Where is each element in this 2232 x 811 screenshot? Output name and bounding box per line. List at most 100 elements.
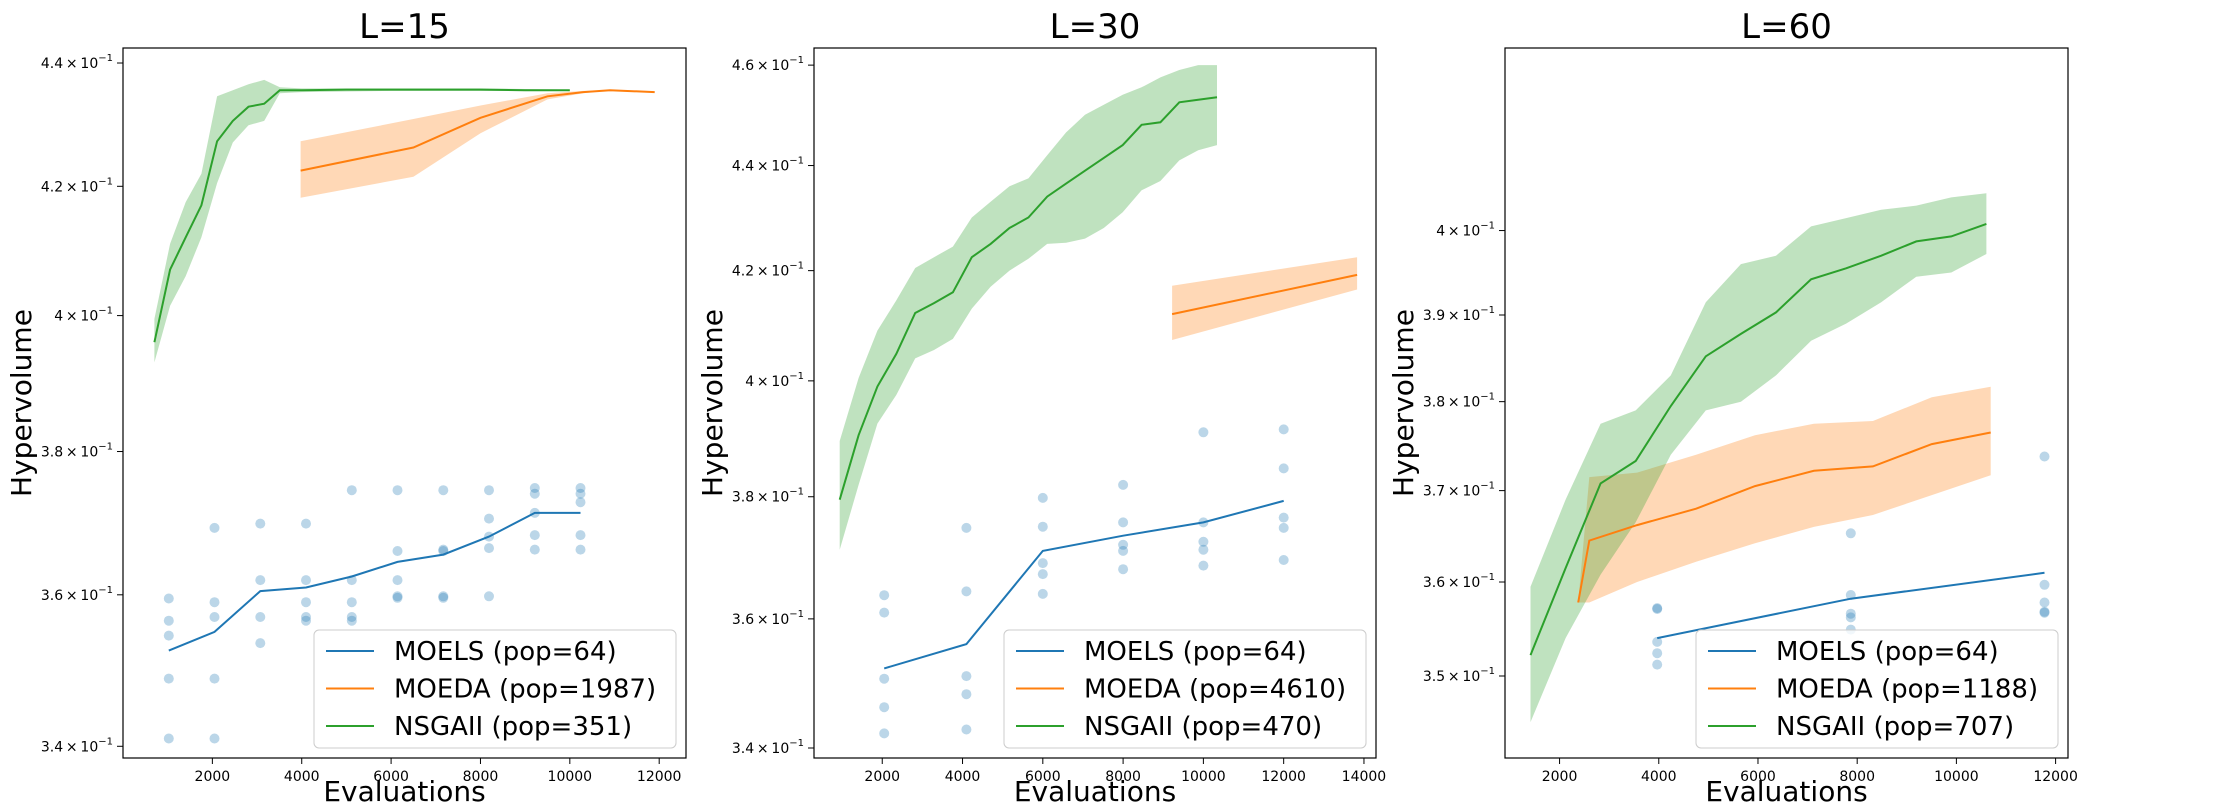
y-tick-label-mantissa: 3.6 × 10 (41, 588, 98, 604)
data-point (255, 518, 266, 529)
data-point (301, 575, 311, 586)
y-tick-label-mantissa: 3.7 × 10 (1423, 484, 1480, 500)
series-line-3 (838, 96, 1218, 500)
data-point (346, 612, 357, 622)
legend-label: MOELS (pop=64) (1776, 637, 1999, 667)
series-line-1 (1657, 571, 2045, 640)
legend: MOELS (pop=64) MOEDA (pop=4610) NSGAII (po… (1003, 629, 1367, 749)
y-tick-label: 3.5 × 10−1 (1423, 666, 1495, 685)
data-point (879, 702, 890, 713)
x-tick-label: 4000 (1641, 769, 1677, 785)
y-tick-label: 3.6 × 10−1 (41, 585, 113, 604)
data-point (2039, 579, 2050, 590)
y-tick-label: 3.8 × 10−1 (732, 487, 804, 506)
data-point (1118, 545, 1129, 556)
data-point (1845, 608, 1856, 619)
data-point (1037, 558, 1048, 569)
legend-label: MOEDA (pop=1987) (394, 675, 656, 705)
data-point (1037, 588, 1048, 599)
data-point (879, 728, 890, 739)
data-point (1845, 612, 1856, 623)
data-point (2039, 451, 2050, 462)
confidence-band-3 (839, 65, 1217, 550)
data-point (484, 543, 494, 554)
y-tick-label-mantissa: 3.9 × 10 (1423, 308, 1480, 324)
x-axis-label: Evaluations (323, 775, 485, 808)
y-tick-label: 4.4 × 10−1 (41, 53, 113, 72)
data-point (1118, 539, 1129, 550)
x-tick-label: 2000 (1542, 769, 1578, 785)
confidence-band-2 (1172, 257, 1358, 340)
x-tick-label: 12000 (1261, 769, 1306, 785)
axes-frame (122, 47, 687, 759)
y-tick-label-exponent: −1 (1480, 666, 1495, 677)
data-point (961, 689, 972, 700)
y-tick-label-exponent: −1 (98, 585, 113, 596)
y-tick-label: 3.6 × 10−1 (1423, 572, 1495, 591)
data-point (438, 544, 449, 555)
data-point (1198, 427, 1209, 438)
data-point (575, 488, 586, 499)
y-tick-label: 4 × 10−1 (54, 306, 113, 325)
legend-label: MOEDA (pop=4610) (1084, 675, 1346, 705)
series-line-2 (1171, 273, 1358, 316)
x-tick-label: 10000 (548, 769, 593, 785)
y-tick-label: 4.4 × 10−1 (732, 156, 804, 175)
y-tick-label-exponent: −1 (789, 156, 804, 167)
x-tick-label: 12000 (2033, 769, 2078, 785)
data-point (484, 513, 494, 524)
data-point (879, 590, 890, 601)
x-tick-label: 6000 (1740, 769, 1776, 785)
data-point (209, 597, 220, 608)
data-point (392, 592, 403, 603)
legend-box (1695, 629, 2059, 749)
legend-label: MOELS (pop=64) (394, 637, 617, 667)
data-point (301, 518, 311, 529)
data-point (1118, 479, 1129, 490)
data-point (961, 586, 972, 597)
data-point (529, 488, 540, 499)
data-point (1652, 659, 1663, 670)
y-tick-label-mantissa: 4 × 10 (54, 309, 98, 325)
data-point (1278, 424, 1289, 435)
data-point (163, 615, 174, 626)
series-line-3 (1529, 222, 1987, 656)
y-axis-label: Hypervolume (5, 309, 38, 497)
y-tick-label-mantissa: 3.6 × 10 (1423, 575, 1480, 591)
y-tick-label-mantissa: 3.8 × 10 (41, 445, 98, 461)
data-point (1037, 521, 1048, 532)
y-tick-label-exponent: −1 (1480, 305, 1495, 316)
data-point (1278, 555, 1289, 565)
x-tick-label: 8000 (1105, 769, 1141, 785)
data-point (163, 593, 174, 604)
data-point (346, 615, 357, 626)
data-point (529, 544, 540, 555)
x-tick-label: 8000 (463, 769, 499, 785)
data-point (2039, 607, 2050, 618)
data-point (2039, 606, 2050, 617)
y-tick-label-mantissa: 3.8 × 10 (1423, 395, 1480, 411)
data-point (301, 615, 311, 626)
y-axis-label: Hypervolume (696, 309, 729, 497)
data-point (1037, 492, 1048, 503)
y-tick-label: 4.6 × 10−1 (732, 55, 804, 74)
y-tick-label: 4 × 10−1 (745, 371, 804, 390)
x-tick-label: 8000 (1839, 769, 1875, 785)
series-line-2 (1577, 431, 1991, 603)
data-point (438, 591, 449, 602)
x-tick-label: 2000 (195, 769, 231, 785)
data-point (961, 671, 972, 682)
y-tick-label-exponent: −1 (789, 609, 804, 620)
x-tick-label: 6000 (373, 769, 409, 785)
y-tick-label: 4 × 10−1 (1436, 221, 1495, 240)
confidence-band-3 (154, 79, 570, 363)
plot-area (838, 65, 1358, 739)
legend-label: NSGAII (pop=707) (1776, 712, 2014, 742)
y-tick-label-exponent: −1 (789, 55, 804, 66)
chart-title: L=30 (1050, 7, 1141, 47)
y-tick-label: 3.6 × 10−1 (732, 609, 804, 628)
legend-label: NSGAII (pop=351) (394, 712, 632, 742)
data-point (1037, 569, 1048, 580)
